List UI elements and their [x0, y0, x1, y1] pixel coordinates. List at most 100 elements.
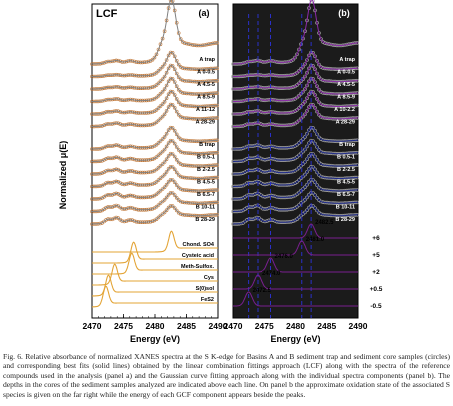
data-point-gcf [315, 58, 319, 63]
fit-line-gcf [233, 126, 358, 150]
data-point-gcf [313, 206, 317, 210]
data-point-lcf [156, 93, 161, 98]
data-point-gcf [307, 192, 311, 197]
component-energy-label: 2481.0 [306, 237, 325, 243]
data-point-gcf [313, 80, 317, 84]
data-point-gcf [299, 91, 303, 96]
data-point-lcf [156, 81, 161, 86]
data-point-lcf [172, 206, 177, 210]
data-point-gcf [245, 193, 249, 198]
data-point-gcf [305, 144, 309, 149]
data-point-lcf [158, 91, 163, 96]
data-point-gcf [301, 114, 305, 119]
data-point-lcf [112, 192, 116, 196]
data-point-lcf [164, 96, 169, 100]
data-point-lcf [172, 193, 177, 197]
data-point-lcf [104, 181, 108, 185]
series-lcf-3 [90, 76, 219, 104]
data-point-gcf [319, 37, 323, 41]
data-point-gcf [307, 66, 311, 71]
series-gcf-6 [231, 125, 359, 151]
data-point-lcf [118, 144, 122, 149]
series-gcf-4 [231, 89, 359, 116]
fit-line-lcf [92, 152, 218, 175]
series-label-lcf: A 11-12 [196, 107, 215, 113]
data-point-gcf [307, 92, 311, 96]
data-point-gcf [317, 113, 321, 117]
data-point-lcf [172, 54, 177, 59]
data-point-gcf [315, 183, 319, 187]
panel-letter-lcf: (a) [199, 8, 210, 18]
series-gcf-10 [231, 178, 359, 201]
data-point-lcf [156, 141, 161, 145]
x-tick-label-lcf: 2485 [177, 321, 196, 331]
data-point-lcf [178, 187, 183, 191]
data-point-lcf [102, 123, 106, 127]
data-point-gcf [253, 204, 257, 208]
series-label-gcf: B 4.5-5 [337, 180, 355, 186]
data-point-gcf [303, 185, 307, 189]
data-point-gcf [297, 203, 301, 207]
data-point-gcf [297, 106, 301, 110]
y-axis-label: Normalized μ(E) [58, 141, 68, 210]
data-point-lcf [158, 176, 163, 180]
data-point-gcf [313, 106, 317, 110]
series-label-lcf: A 4.5-5 [197, 82, 215, 88]
data-point-lcf [176, 87, 181, 92]
x-tick-label-gcf: 2490 [349, 321, 368, 331]
data-point-lcf [118, 156, 122, 161]
data-point-gcf [307, 105, 311, 109]
data-point-lcf [162, 210, 167, 215]
series-label-gcf: A trap [339, 57, 355, 63]
data-point-gcf [259, 181, 263, 185]
fit-line-lcf [92, 51, 218, 77]
fit-line-gcf [233, 192, 359, 212]
data-point-gcf [315, 208, 319, 213]
data-point-lcf [156, 178, 161, 182]
xanes-chart: Normalized μ(E) 2470 2475 2480 2485 2490 Energ… [58, 0, 383, 344]
data-point-gcf [253, 216, 257, 221]
data-point-lcf [154, 167, 159, 172]
data-point-gcf [303, 99, 307, 104]
data-point-lcf [176, 148, 181, 152]
data-point-lcf [112, 180, 116, 184]
fit-line-lcf [92, 205, 219, 225]
fit-line-lcf [92, 139, 218, 162]
data-point-lcf [162, 198, 167, 202]
data-point-lcf [156, 203, 161, 207]
data-point-gcf [307, 154, 311, 158]
data-point-lcf [172, 154, 177, 159]
fit-line-gcf [233, 90, 358, 115]
data-point-gcf [295, 155, 299, 159]
data-point-gcf [297, 153, 301, 158]
data-point-gcf [297, 178, 301, 182]
component-energy-label: 2482.5 [315, 220, 334, 226]
component-curve [233, 274, 358, 290]
data-point-lcf [164, 208, 169, 212]
data-point-lcf [156, 215, 161, 220]
data-point-lcf [178, 199, 183, 204]
x-tick-label-lcf: 2475 [114, 321, 133, 331]
data-point-lcf [164, 157, 169, 161]
data-point-gcf [297, 165, 301, 170]
oxidation-state-label: +6 [372, 235, 380, 242]
series-lcf-2 [90, 63, 219, 91]
data-point-gcf [299, 139, 303, 143]
data-point-lcf [162, 62, 167, 66]
data-point-lcf [154, 83, 159, 87]
series-lcf-1 [90, 50, 219, 79]
series-label-lcf: A 28-29 [196, 120, 215, 126]
data-point-lcf [158, 116, 163, 121]
data-point-gcf [307, 179, 311, 184]
data-point-gcf [297, 93, 301, 98]
figure-caption: Fig. 6. Relative absorbance of normalize… [3, 352, 450, 399]
data-point-gcf [295, 83, 299, 87]
series-lcf-0 [90, 0, 219, 66]
data-point-lcf [160, 77, 165, 81]
data-point-lcf [156, 118, 161, 123]
panel-gcf-background [233, 4, 358, 318]
data-point-gcf [315, 132, 319, 137]
data-point-lcf [154, 52, 159, 57]
series-label-lcf: B 0.5-1 [197, 155, 215, 161]
data-point-lcf [158, 79, 163, 83]
